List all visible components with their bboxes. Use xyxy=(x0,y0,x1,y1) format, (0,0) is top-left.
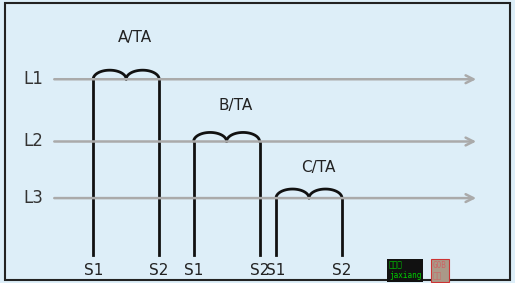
Text: S2: S2 xyxy=(149,263,169,278)
Text: B/TA: B/TA xyxy=(218,98,253,113)
Text: S2: S2 xyxy=(332,263,352,278)
Text: S2: S2 xyxy=(250,263,269,278)
Text: GOB
技术: GOB 技术 xyxy=(433,261,447,280)
Text: A/TA: A/TA xyxy=(118,30,152,45)
Text: S1: S1 xyxy=(184,263,203,278)
Text: 技师网
jaxiang: 技师网 jaxiang xyxy=(389,261,421,280)
Text: S1: S1 xyxy=(83,263,103,278)
Text: C/TA: C/TA xyxy=(301,160,335,175)
Text: S1: S1 xyxy=(266,263,286,278)
Text: L2: L2 xyxy=(24,132,43,151)
Text: L3: L3 xyxy=(24,189,43,207)
Text: L1: L1 xyxy=(24,70,43,88)
